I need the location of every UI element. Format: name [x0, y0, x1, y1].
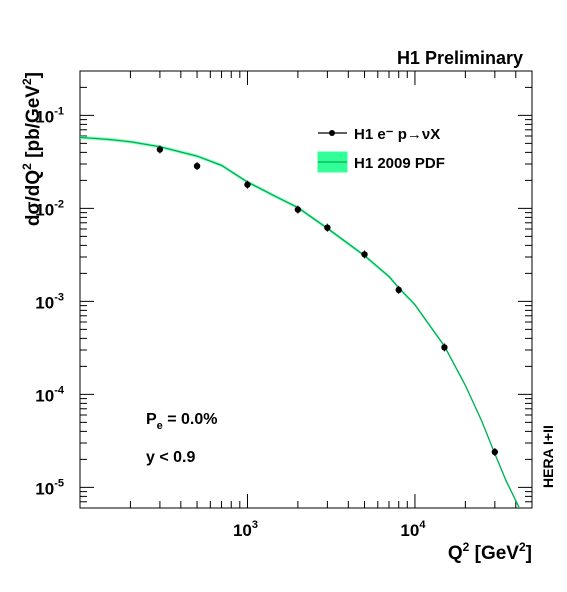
data-point [395, 286, 402, 294]
legend: H1 e⁻ p→νX H1 2009 PDF [317, 126, 445, 173]
x-tick-label: 103 [233, 519, 258, 540]
legend-data-marker-dot [329, 130, 335, 136]
y-tick-label: 10-1 [35, 105, 64, 126]
annotation-polarisation: Pe = 0.0% [146, 411, 218, 432]
y-tick-label: 10-5 [35, 477, 64, 498]
data-point [244, 181, 251, 188]
y-tick-label: 10-3 [35, 291, 64, 312]
data-point [491, 448, 499, 456]
data-point [361, 251, 368, 258]
legend-entry-pdf: H1 2009 PDF [317, 151, 445, 173]
chart-title: H1 Preliminary [397, 48, 523, 68]
y-tick-label: 10-2 [35, 198, 64, 219]
data-point [441, 344, 448, 351]
plot-frame [79, 70, 533, 509]
axis-ticks [79, 71, 533, 509]
data-point [156, 146, 164, 153]
labels-layer: 103 104 10-1 10-2 10-3 10-4 10-5 [35, 105, 426, 540]
plot-border [79, 70, 533, 509]
data-point [193, 162, 201, 170]
legend-pdf-label: H1 2009 PDF [354, 155, 445, 172]
x-tick-label: 104 [400, 519, 426, 540]
legend-entry-data: H1 e⁻ p→νX [318, 126, 440, 143]
data-point [294, 206, 302, 213]
annotation-hera: HERA I+II [540, 425, 556, 488]
annotation-y-cut: y < 0.9 [146, 449, 195, 466]
y-axis-label: dσ/dQ2 [pb/GeV2] [20, 72, 44, 226]
legend-data-label: H1 e⁻ p→νX [354, 126, 440, 143]
y-tick-label: 10-4 [35, 384, 65, 405]
data-points-layer [156, 145, 499, 457]
data-point [324, 224, 331, 231]
x-axis-label: Q2 [GeV2] [448, 540, 532, 564]
